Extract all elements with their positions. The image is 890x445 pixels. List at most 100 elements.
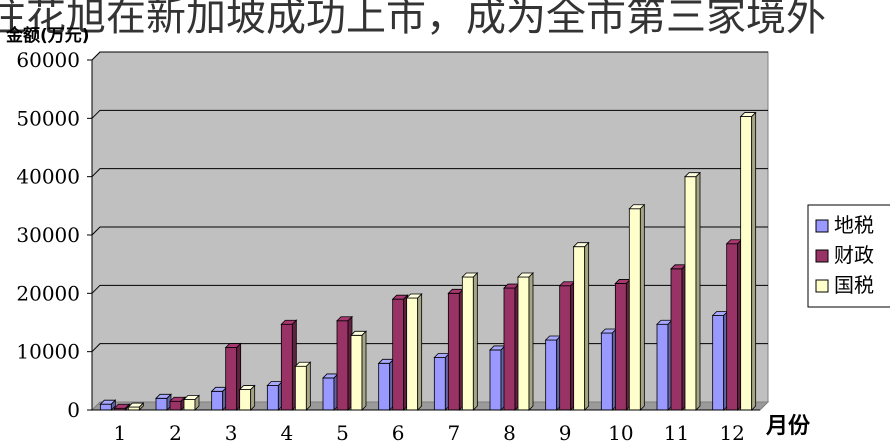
gridline (91, 168, 768, 178)
y-tick-label: 60000 (16, 48, 80, 72)
bar (517, 272, 534, 411)
y-tick-labels: 0 10000 20000 30000 40000 50000 60000 (16, 48, 92, 422)
bar (558, 280, 576, 411)
background-headline: 注花旭在新加坡成功上市，成为全市第三家境外 (0, 0, 826, 40)
legend-label: 财政 (834, 243, 874, 267)
bar-front (433, 357, 446, 411)
bar-front (545, 339, 558, 411)
x-tick-label: 7 (447, 421, 460, 445)
y-tick-label: 20000 (16, 281, 80, 305)
gridline (91, 284, 768, 294)
bar-front (614, 283, 627, 411)
x-tick-label: 3 (225, 421, 238, 445)
bar (628, 203, 646, 411)
bar-front (447, 292, 460, 411)
gridline (91, 51, 768, 61)
bar (489, 344, 506, 411)
bar (155, 393, 172, 411)
bar-front (600, 332, 613, 411)
bar-front (503, 287, 516, 411)
bar (544, 335, 562, 411)
legend-swatch (815, 279, 829, 293)
bar (711, 310, 729, 411)
bar (266, 380, 284, 411)
bar-front (670, 268, 683, 411)
bar-front (350, 334, 363, 411)
x-tick-label: 11 (664, 421, 689, 445)
bars-group (99, 111, 757, 411)
bar-side (361, 330, 367, 411)
y-tick-label: 0 (67, 398, 80, 422)
bar-front (392, 298, 405, 411)
legend-swatch (815, 219, 829, 233)
bar-side (138, 402, 144, 411)
bar-front (461, 276, 474, 411)
legend-label: 地税 (834, 213, 874, 237)
y-tick-label: 50000 (16, 106, 80, 130)
legend-item: 地税 (815, 213, 874, 237)
bar (391, 294, 409, 411)
bar (377, 358, 395, 411)
bar-front (740, 116, 753, 411)
gridlines (91, 51, 768, 353)
bar (572, 241, 590, 411)
bar (461, 272, 479, 411)
bar (433, 352, 451, 411)
bar-front (726, 243, 739, 411)
bar-side (584, 241, 590, 411)
y-axis-title: 金额(万元) (5, 25, 90, 46)
bar (224, 342, 242, 411)
bar-side (110, 399, 116, 411)
bar-front (280, 323, 293, 411)
bar (113, 403, 131, 411)
bar (183, 394, 200, 411)
bar-front (99, 403, 112, 411)
bar (405, 293, 423, 411)
x-tick-label: 1 (113, 421, 126, 445)
bar-side (250, 384, 256, 411)
bar-front (628, 208, 641, 411)
y-tick-label: 40000 (16, 165, 80, 189)
bar-side (194, 394, 200, 411)
x-tick-label: 8 (503, 421, 516, 445)
bar-front (489, 349, 502, 411)
bar-side (417, 293, 423, 411)
bar (503, 283, 520, 411)
bar (614, 278, 632, 411)
legend-label: 国税 (834, 273, 874, 297)
bar-side (305, 361, 311, 411)
bar-front (225, 347, 238, 411)
x-tick-label: 4 (280, 421, 293, 445)
bar (350, 330, 367, 411)
bar (169, 396, 186, 411)
legend-item: 财政 (815, 243, 874, 267)
x-tick-label: 12 (719, 421, 744, 445)
bar-front (656, 323, 669, 411)
bar (684, 171, 701, 411)
x-tick-labels: 1 2 3 4 5 6 7 8 9 10 11 12 (113, 421, 744, 445)
bar-front (322, 377, 335, 411)
x-tick-label: 6 (392, 421, 405, 445)
bar (322, 372, 339, 411)
bar (725, 238, 743, 411)
bar (670, 263, 687, 411)
x-axis-title: 月份 (765, 414, 811, 439)
bar-front (573, 246, 586, 411)
bar (238, 384, 256, 411)
bar (447, 288, 465, 411)
bar (127, 402, 145, 411)
bar (280, 319, 298, 411)
bar-front (183, 399, 196, 411)
bar-front (294, 365, 307, 411)
x-tick-label: 9 (559, 421, 572, 445)
bar-front (211, 390, 224, 411)
bar-front (266, 385, 279, 411)
x-tick-label: 5 (336, 421, 349, 445)
bar (739, 111, 757, 411)
gridline (91, 226, 768, 236)
bar-front (155, 397, 168, 411)
bar-side (639, 203, 645, 411)
bar-front (712, 315, 725, 411)
bar-side (695, 171, 701, 411)
